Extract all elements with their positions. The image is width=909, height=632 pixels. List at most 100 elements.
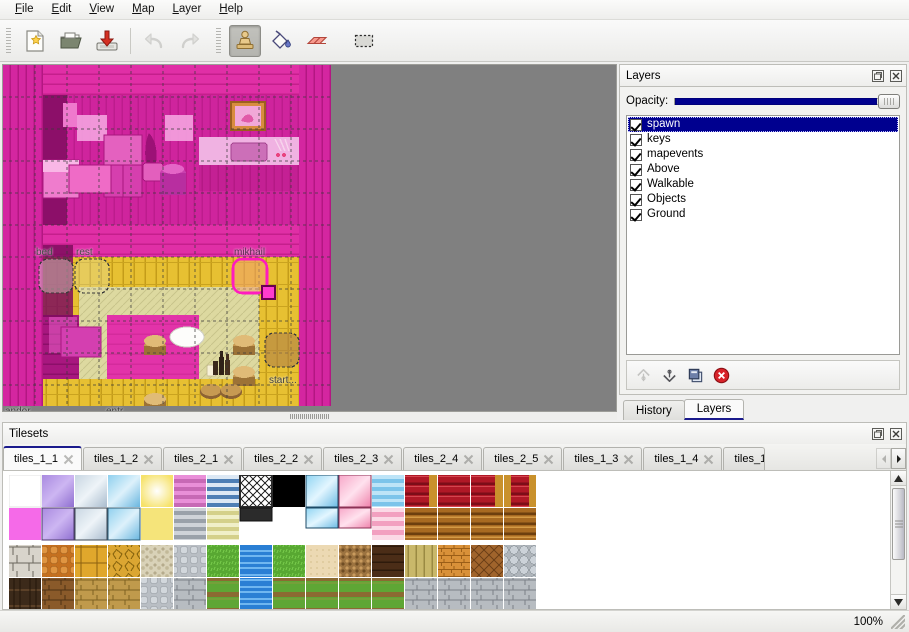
layer-visibility-checkbox[interactable] <box>630 118 642 131</box>
opacity-slider[interactable] <box>674 92 900 110</box>
menu-layer[interactable]: Layer <box>164 1 211 19</box>
scrollbar-thumb-grip <box>894 520 903 528</box>
scrollbar-thumb[interactable] <box>892 488 905 560</box>
layer-row-keys[interactable]: keys <box>628 132 898 147</box>
layers-float-button[interactable] <box>870 68 885 83</box>
bucket-fill-icon <box>272 29 291 49</box>
tab-close-icon[interactable] <box>143 454 154 465</box>
layer-name: Walkable <box>647 178 694 190</box>
tileset-scroll-right-button[interactable] <box>891 448 906 469</box>
tab-close-icon[interactable] <box>303 454 314 465</box>
horizontal-splitter[interactable] <box>2 412 617 420</box>
eraser-button[interactable] <box>301 25 333 57</box>
layer-name: Objects <box>647 193 686 205</box>
tileset-tab-tiles_2_5[interactable]: tiles_2_5 <box>483 447 563 470</box>
menu-help[interactable]: Help <box>210 1 252 19</box>
delete-red-x-icon <box>713 367 729 383</box>
tileset-tab-label: tiles_2_5 <box>494 453 539 465</box>
rect-select-button[interactable] <box>348 25 380 57</box>
raise-layer-button[interactable] <box>633 365 653 385</box>
layer-row-ground[interactable]: Ground <box>628 207 898 222</box>
tileset-tab-tiles_2_4[interactable]: tiles_2_4 <box>403 447 483 470</box>
menu-edit[interactable]: Edit <box>43 1 81 19</box>
bucket-fill-button[interactable] <box>265 25 297 57</box>
map-render <box>3 65 331 411</box>
layers-close-button[interactable] <box>888 68 903 83</box>
tab-close-icon[interactable] <box>463 454 474 465</box>
tilesets-titlebar: Tilesets <box>2 422 907 444</box>
menu-edit-rest: dit <box>59 2 72 15</box>
save-disk-icon <box>96 30 118 50</box>
delete-layer-button[interactable] <box>711 365 731 385</box>
menu-map[interactable]: Map <box>123 1 163 19</box>
resize-grip[interactable] <box>891 614 905 629</box>
tilesets-close-button[interactable] <box>888 426 903 441</box>
stamp-brush-icon <box>236 30 254 49</box>
tileset-tab-label: tiles_1_4 <box>654 453 699 465</box>
scroll-down-button[interactable] <box>891 594 906 609</box>
map-viewport[interactable]: bed rest mikhail andor... entr... start.… <box>2 64 617 412</box>
layer-list[interactable]: spawn keys mapevents Above <box>626 115 900 355</box>
undo-button[interactable] <box>138 25 170 57</box>
toolbar-grip-tools[interactable] <box>214 27 223 54</box>
tile-palette-grid[interactable] <box>3 471 890 609</box>
map-editor-area: bed rest mikhail andor... entr... start.… <box>2 64 617 420</box>
layer-row-objects[interactable]: Objects <box>628 192 898 207</box>
menu-layer-mnemonic: L <box>172 2 179 15</box>
tilesets-panel: Tilesets tiles_1_1 tiles <box>2 422 907 610</box>
tileset-scroll-left-button[interactable] <box>876 448 891 469</box>
tileset-tab-tiles_1_3[interactable]: tiles_1_3 <box>563 447 643 470</box>
layer-tools-bar <box>626 360 900 390</box>
map-canvas[interactable]: bed rest mikhail andor... entr... start.… <box>3 65 331 411</box>
tileset-tab-tiles_2_3[interactable]: tiles_2_3 <box>323 447 403 470</box>
new-map-button[interactable] <box>19 25 51 57</box>
tileset-tab-label: tiles_1_2 <box>94 453 139 465</box>
redo-button[interactable] <box>174 25 206 57</box>
tab-history[interactable]: History <box>623 400 685 420</box>
tileset-tab-strip[interactable]: tiles_1_1 tiles_1_2 tiles_2_1 tiles_2_2 … <box>2 444 907 470</box>
layer-row-walkable[interactable]: Walkable <box>628 177 898 192</box>
layer-row-above[interactable]: Above <box>628 162 898 177</box>
lower-layer-button[interactable] <box>659 365 679 385</box>
scroll-up-button[interactable] <box>891 471 906 486</box>
tab-close-icon[interactable] <box>703 454 714 465</box>
tileset-tab-tiles_1_1[interactable]: tiles_1_1 <box>3 446 83 470</box>
toolbar-grip-file[interactable] <box>4 27 13 54</box>
layer-visibility-checkbox[interactable] <box>630 148 642 161</box>
tilesets-panel-title: Tilesets <box>9 427 49 440</box>
tileset-tab-tiles_1_2[interactable]: tiles_1_2 <box>83 447 163 470</box>
menu-view[interactable]: View <box>80 1 123 19</box>
duplicate-layer-button[interactable] <box>685 365 705 385</box>
tab-close-icon[interactable] <box>63 454 74 465</box>
layer-row-spawn[interactable]: spawn <box>628 117 898 132</box>
tileset-tab-tiles_1_4[interactable]: tiles_1_4 <box>643 447 723 470</box>
tilesets-float-button[interactable] <box>870 426 885 441</box>
toolbar-separator-1 <box>130 27 131 54</box>
tile-palette-render <box>9 475 536 609</box>
tileset-view[interactable] <box>2 470 907 610</box>
layer-visibility-checkbox[interactable] <box>630 193 642 206</box>
tileset-tab-tiles_2_2[interactable]: tiles_2_2 <box>243 447 323 470</box>
scrollbar-track[interactable] <box>891 486 906 594</box>
float-panel-icon <box>871 427 884 440</box>
tab-close-icon[interactable] <box>543 454 554 465</box>
tileset-tab-tiles_2_1[interactable]: tiles_2_1 <box>163 447 243 470</box>
tab-close-icon[interactable] <box>383 454 394 465</box>
tab-close-icon[interactable] <box>223 454 234 465</box>
layer-visibility-checkbox[interactable] <box>630 133 642 146</box>
layer-visibility-checkbox[interactable] <box>630 163 642 176</box>
stamp-brush-button[interactable] <box>229 24 261 57</box>
save-map-button[interactable] <box>91 25 123 57</box>
menu-file[interactable]: File <box>6 1 43 19</box>
tab-layers[interactable]: Layers <box>683 399 745 420</box>
tileset-vertical-scrollbar[interactable] <box>890 471 906 609</box>
layer-visibility-checkbox[interactable] <box>630 178 642 191</box>
tileset-tab-tiles_1_partial[interactable]: tiles_1_ <box>723 447 766 470</box>
layer-row-mapevents[interactable]: mapevents <box>628 147 898 162</box>
dock-tab-strip: History Layers <box>619 398 907 420</box>
open-map-button[interactable] <box>55 25 87 57</box>
layer-visibility-checkbox[interactable] <box>630 208 642 221</box>
opacity-slider-handle[interactable] <box>878 93 900 109</box>
tab-close-icon[interactable] <box>623 454 634 465</box>
